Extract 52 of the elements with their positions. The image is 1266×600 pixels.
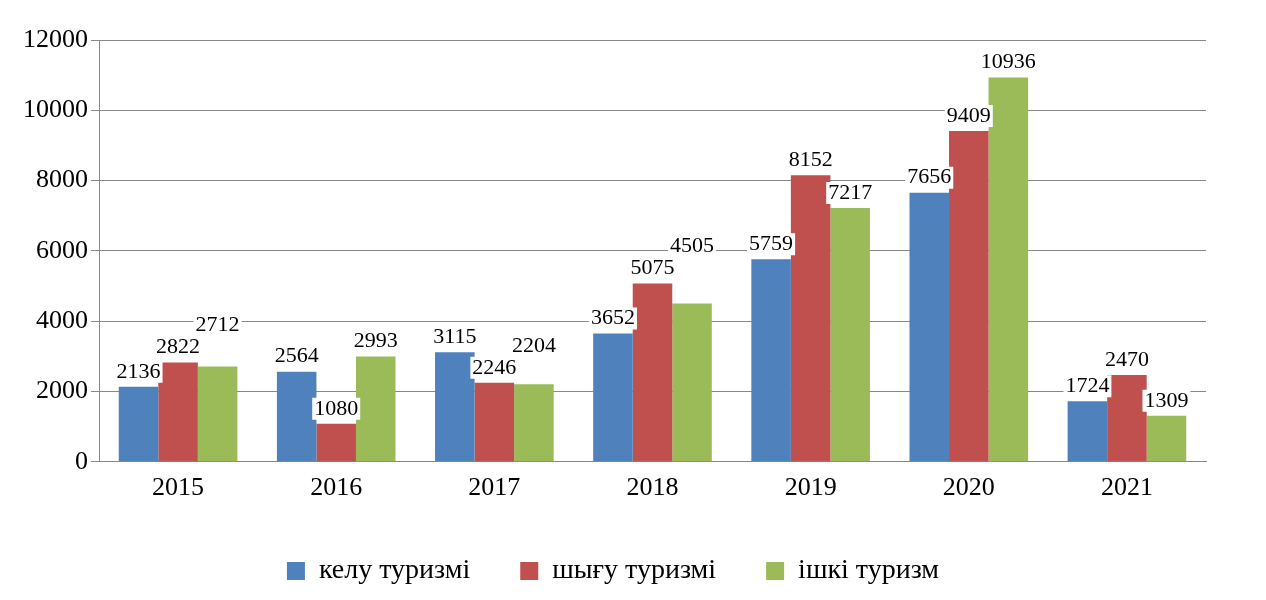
y-tick-label: 12000 bbox=[23, 23, 88, 53]
data-label: 1724 bbox=[1065, 371, 1110, 397]
data-label: 10936 bbox=[980, 48, 1036, 74]
bar bbox=[949, 131, 989, 462]
bar bbox=[474, 382, 515, 462]
data-label: 2564 bbox=[274, 342, 319, 368]
bar bbox=[316, 423, 356, 462]
x-tick-label: 2019 bbox=[784, 472, 837, 502]
legend-label: келу туризмі bbox=[318, 553, 471, 585]
y-tick-label: 2000 bbox=[36, 375, 88, 405]
data-label: 7656 bbox=[907, 163, 952, 189]
data-label: 5759 bbox=[749, 230, 794, 256]
bar bbox=[158, 362, 198, 462]
bar bbox=[830, 208, 870, 462]
bar bbox=[514, 384, 554, 462]
y-tick-label: 10000 bbox=[23, 94, 88, 124]
bar bbox=[593, 333, 633, 462]
data-label: 2993 bbox=[353, 327, 398, 353]
data-label: 3652 bbox=[590, 304, 635, 330]
y-tick-label: 6000 bbox=[36, 234, 88, 264]
data-label: 8152 bbox=[788, 146, 833, 172]
bar bbox=[988, 77, 1029, 462]
data-label: 7217 bbox=[828, 178, 873, 204]
x-tick-label: 2018 bbox=[626, 472, 679, 502]
data-label: 3115 bbox=[433, 323, 477, 349]
bar bbox=[751, 259, 791, 462]
bar bbox=[632, 283, 673, 462]
bar bbox=[435, 352, 475, 462]
bar bbox=[1067, 401, 1108, 462]
bar bbox=[672, 303, 712, 462]
data-label: 2470 bbox=[1104, 345, 1149, 371]
bar bbox=[1146, 415, 1187, 462]
bar bbox=[276, 371, 317, 462]
bar bbox=[197, 366, 238, 462]
y-tick-label: 4000 bbox=[36, 305, 88, 335]
data-label: 2246 bbox=[472, 353, 517, 379]
bar bbox=[118, 386, 159, 462]
data-label: 9409 bbox=[946, 101, 991, 127]
data-label: 1309 bbox=[1144, 386, 1189, 412]
bar bbox=[790, 175, 831, 462]
x-tick-label: 2017 bbox=[468, 472, 521, 502]
data-label: 1080 bbox=[314, 394, 359, 420]
legend-label: ішкі туризм bbox=[798, 553, 940, 585]
x-tick-label: 2020 bbox=[942, 472, 995, 502]
legend-label: шығу туризмі bbox=[552, 553, 717, 585]
y-tick-label: 0 bbox=[75, 445, 88, 475]
x-tick-label: 2016 bbox=[310, 472, 363, 502]
data-label: 2136 bbox=[116, 357, 161, 383]
x-tick-label: 2015 bbox=[152, 472, 205, 502]
y-tick-label: 8000 bbox=[36, 164, 88, 194]
bar bbox=[909, 192, 950, 462]
x-tick-label: 2021 bbox=[1100, 472, 1153, 502]
